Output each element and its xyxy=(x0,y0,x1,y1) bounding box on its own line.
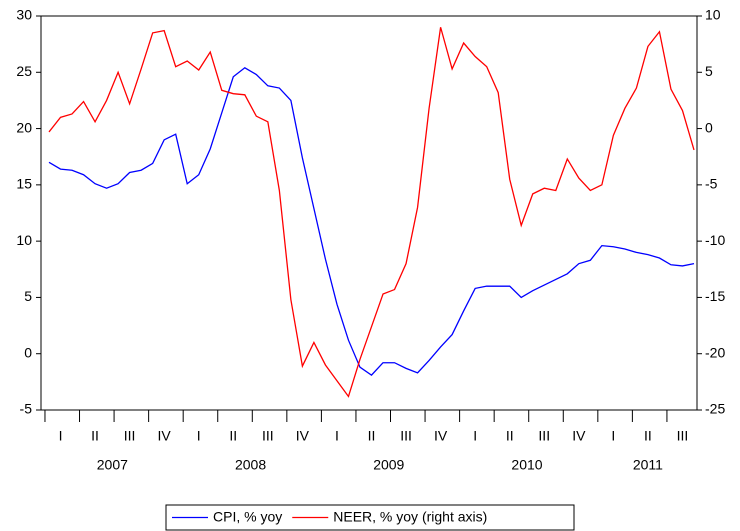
x-tick-label: II xyxy=(506,428,514,444)
x-tick-label: I xyxy=(473,428,477,444)
y-tick-label: 30 xyxy=(16,7,32,23)
y-tick-label: -5 xyxy=(20,401,33,417)
x-tick-label: III xyxy=(538,428,550,444)
y2-tick-label: -10 xyxy=(705,232,725,248)
x-tick-label: III xyxy=(400,428,412,444)
legend-label: NEER, % yoy (right axis) xyxy=(333,509,487,525)
x-tick-label: I xyxy=(59,428,63,444)
x-tick-label: II xyxy=(91,428,99,444)
y-tick-label: 10 xyxy=(16,232,32,248)
y-tick-label: 5 xyxy=(24,288,32,304)
x-tick-label: III xyxy=(262,428,274,444)
legend-box xyxy=(165,504,575,531)
x-tick-label: I xyxy=(611,428,615,444)
y2-tick-label: 0 xyxy=(705,119,713,135)
y2-tick-label: 5 xyxy=(705,63,713,79)
x-tick-label: IV xyxy=(158,428,172,444)
y2-tick-label: -20 xyxy=(705,344,725,360)
year-label: 2010 xyxy=(511,457,542,473)
x-tick-label: IV xyxy=(296,428,310,444)
y2-tick-label: -15 xyxy=(705,288,725,304)
plot-frame xyxy=(40,15,698,411)
x-tick-label: I xyxy=(197,428,201,444)
x-tick-label: IV xyxy=(434,428,448,444)
series-line xyxy=(48,27,695,398)
y-tick-label: 0 xyxy=(24,344,32,360)
series-line xyxy=(48,66,695,376)
year-label: 2009 xyxy=(373,457,404,473)
legend-label: CPI, % yoy xyxy=(213,509,282,525)
y-tick-label: 20 xyxy=(16,119,32,135)
y2-tick-label: -5 xyxy=(705,176,718,192)
x-tick-label: IV xyxy=(572,428,586,444)
x-tick-label: II xyxy=(368,428,376,444)
y2-tick-label: -25 xyxy=(705,401,725,417)
x-tick-label: II xyxy=(644,428,652,444)
year-label: 2008 xyxy=(235,457,266,473)
year-label: 2007 xyxy=(97,457,128,473)
x-tick-label: III xyxy=(124,428,136,444)
y-tick-label: 25 xyxy=(16,63,32,79)
y2-tick-label: 10 xyxy=(705,7,721,23)
x-tick-label: I xyxy=(335,428,339,444)
y-tick-label: 15 xyxy=(16,176,32,192)
year-label: 2011 xyxy=(633,457,663,473)
x-tick-label: II xyxy=(229,428,237,444)
x-tick-label: III xyxy=(677,428,689,444)
